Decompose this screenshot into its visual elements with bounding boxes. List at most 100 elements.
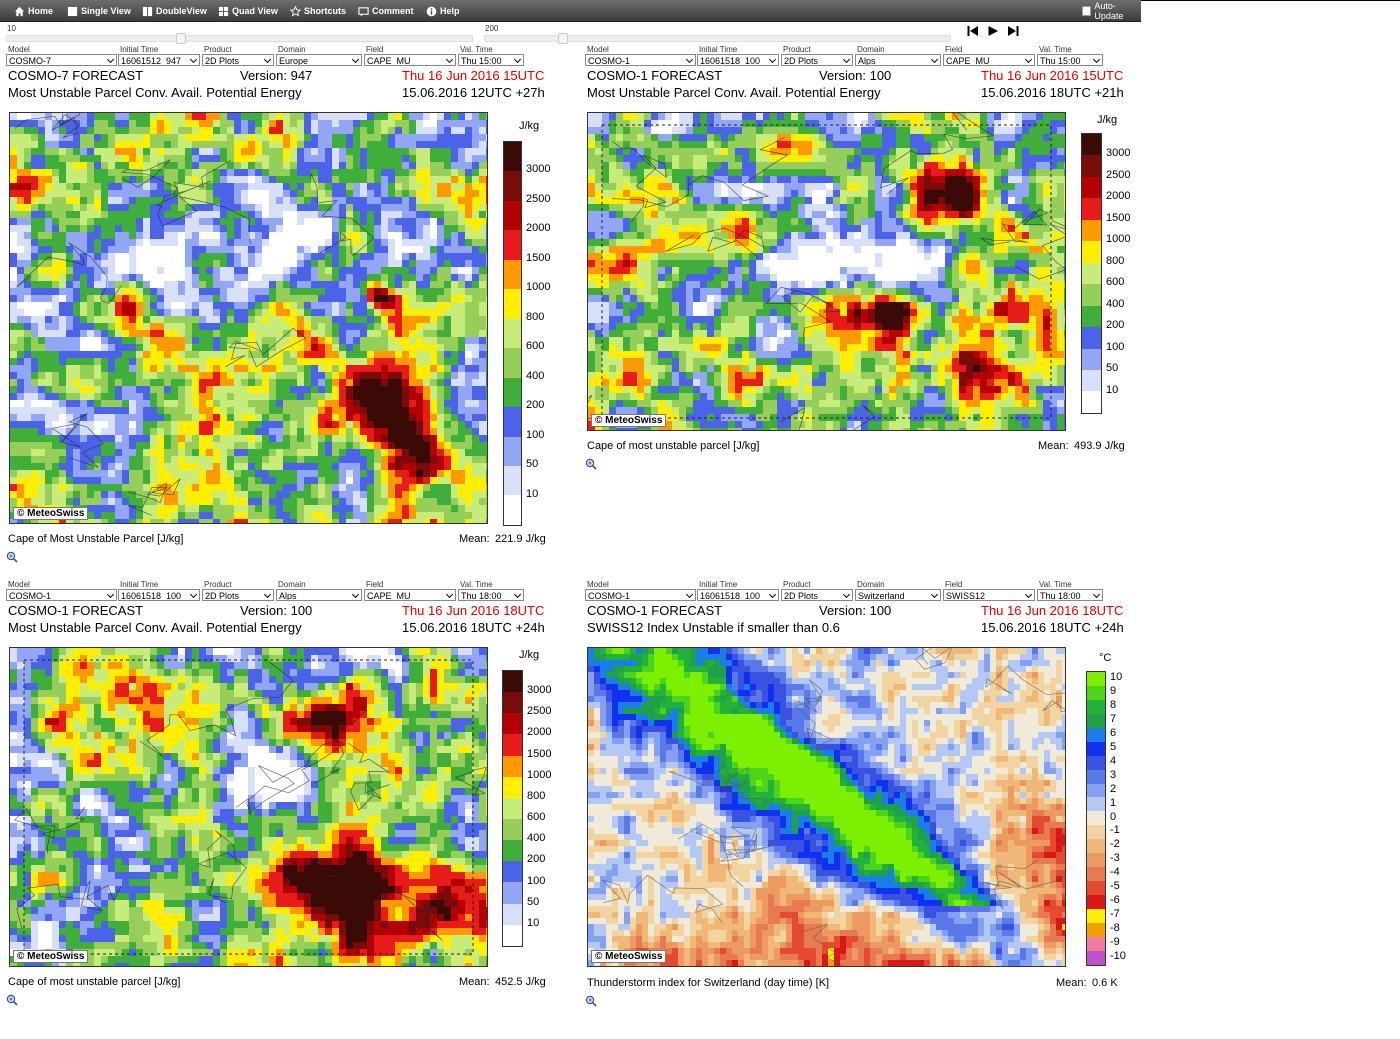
initial-time-select[interactable]: 16061518_100 <box>697 589 779 601</box>
forecast-map[interactable]: © MeteoSwiss <box>587 112 1066 431</box>
single-view-button[interactable]: Single View <box>67 2 131 20</box>
field-select[interactable]: CAPE_MU <box>364 589 456 601</box>
valid-time-label: Thu 16 Jun 2016 15UTC <box>402 68 545 83</box>
double-view-button[interactable]: DoubleView <box>142 2 207 20</box>
meteoswiss-credit: © MeteoSwiss <box>13 507 89 520</box>
model-label: Model <box>587 580 609 589</box>
legend-swatch <box>1087 783 1105 798</box>
auto-update-toggle[interactable]: Auto-Update <box>1082 1 1141 21</box>
color-legend-bar <box>503 141 522 526</box>
model-select[interactable]: COSMO-1 <box>585 589 696 601</box>
legend-tick-label: 2000 <box>526 222 551 235</box>
skip-forward-icon[interactable] <box>1007 25 1019 37</box>
forecast-map[interactable]: © MeteoSwiss <box>9 112 488 524</box>
val-time-select[interactable]: Thu 18:00 <box>1037 589 1103 601</box>
forecast-title: COSMO-1 FORECAST <box>8 603 144 618</box>
slider-handle-left[interactable] <box>176 33 186 44</box>
forecast-map[interactable]: © MeteoSwiss <box>9 647 488 967</box>
legend-tick-label: -2 <box>1110 838 1120 851</box>
domain-select[interactable]: Alps <box>855 54 941 66</box>
legend-swatch <box>1082 348 1101 370</box>
legend-swatch <box>504 348 521 378</box>
zoom-icon[interactable] <box>585 995 597 1007</box>
legend-tick-label: 10 <box>1110 670 1123 683</box>
slider-handle-right[interactable] <box>558 33 568 44</box>
color-legend-bar <box>502 670 523 947</box>
help-button[interactable]: Help <box>426 2 460 20</box>
legend-tick-label: 2500 <box>526 192 551 205</box>
legend-swatch <box>503 861 522 883</box>
field-select[interactable]: CAPE_MU <box>943 54 1035 66</box>
legend-tick-label: 1500 <box>526 251 551 264</box>
quad-view-button[interactable]: Quad View <box>218 2 278 20</box>
forecast-title: COSMO-1 FORECAST <box>587 68 723 83</box>
legend-swatch <box>503 671 522 693</box>
legend-swatch <box>1087 685 1105 700</box>
initial-time-select[interactable]: 16061518_100 <box>118 589 200 601</box>
forecast-title: COSMO-1 FORECAST <box>587 603 723 618</box>
slider-track-left[interactable] <box>6 35 473 42</box>
play-icon[interactable] <box>987 25 999 37</box>
legend-swatch <box>1087 727 1105 742</box>
comment-label: Comment <box>372 6 414 16</box>
legend-tick-label: 2 <box>1110 782 1117 795</box>
zoom-icon[interactable] <box>6 551 18 563</box>
legend-swatch <box>1087 755 1105 770</box>
domain-select[interactable]: Europe <box>276 54 362 66</box>
model-label: Model <box>8 580 30 589</box>
double-view-label: DoubleView <box>156 6 207 16</box>
product-label: Product <box>204 580 232 589</box>
legend-swatch <box>1087 741 1105 756</box>
valid-time-label: Thu 16 Jun 2016 15UTC <box>981 68 1124 83</box>
initial-time-select[interactable]: 16061518_100 <box>697 54 779 66</box>
domain-select[interactable]: Switzerland <box>855 589 941 601</box>
product-label: Product <box>204 45 232 54</box>
legend-tick-label: 100 <box>526 428 545 441</box>
model-select[interactable]: COSMO-1 <box>6 589 117 601</box>
mean-label: Mean: <box>1056 977 1087 989</box>
model-select[interactable]: COSMO-7 <box>6 54 117 66</box>
meteoswiss-credit: © MeteoSwiss <box>591 950 667 963</box>
model-select[interactable]: COSMO-1 <box>585 54 696 66</box>
map-panel: Model COSMO-1 Initial Time 16061518_100 Prod… <box>585 45 1145 485</box>
product-select[interactable]: 2D Plots <box>202 589 274 601</box>
legend-tick-label: 3000 <box>1106 147 1131 160</box>
legend-tick-label: 10 <box>1106 383 1119 396</box>
forecast-map[interactable]: © MeteoSwiss <box>587 647 1066 967</box>
mean-value: 221.9 J/kg <box>495 533 546 545</box>
val-time-select[interactable]: Thu 15:00 <box>1037 54 1103 66</box>
skip-back-icon[interactable] <box>967 25 979 37</box>
product-label: Product <box>783 45 811 54</box>
comment-button[interactable]: Comment <box>358 2 414 20</box>
zoom-icon[interactable] <box>6 994 18 1006</box>
field-select[interactable]: CAPE_MU <box>364 54 456 66</box>
domain-select[interactable]: Alps <box>276 589 362 601</box>
legend-tick-label: 0 <box>1110 810 1117 823</box>
home-button[interactable]: Home <box>14 2 53 20</box>
zoom-icon[interactable] <box>585 458 597 470</box>
val-time-select[interactable]: Thu 15:00 <box>458 54 524 66</box>
legend-tick-label: 3000 <box>526 163 551 176</box>
domain-label: Domain <box>857 45 885 54</box>
legend-tick-label: 1000 <box>526 281 551 294</box>
legend-swatch <box>503 776 522 798</box>
legend-swatch <box>504 142 521 172</box>
legend-swatch <box>504 289 521 319</box>
auto-update-checkbox[interactable] <box>1082 6 1092 16</box>
slider-track-right[interactable] <box>484 35 951 42</box>
val-time-select[interactable]: Thu 18:00 <box>458 589 524 601</box>
product-select[interactable]: 2D Plots <box>781 54 853 66</box>
legend-swatch <box>1082 219 1101 242</box>
legend-unit: J/kg <box>519 649 540 661</box>
field-select[interactable]: SWISS12 <box>943 589 1035 601</box>
legend-swatch <box>1087 672 1105 686</box>
shortcuts-button[interactable]: Shortcuts <box>290 2 346 20</box>
legend-swatch <box>503 713 522 735</box>
legend-tick-label: 200 <box>527 853 546 866</box>
legend-swatch <box>504 495 521 525</box>
legend-tick-label: -4 <box>1110 866 1120 879</box>
product-select[interactable]: 2D Plots <box>202 54 274 66</box>
product-select[interactable]: 2D Plots <box>781 589 853 601</box>
initial-time-select[interactable]: 16061512_947 <box>118 54 200 66</box>
initial-time-label: Initial Time <box>120 45 159 54</box>
